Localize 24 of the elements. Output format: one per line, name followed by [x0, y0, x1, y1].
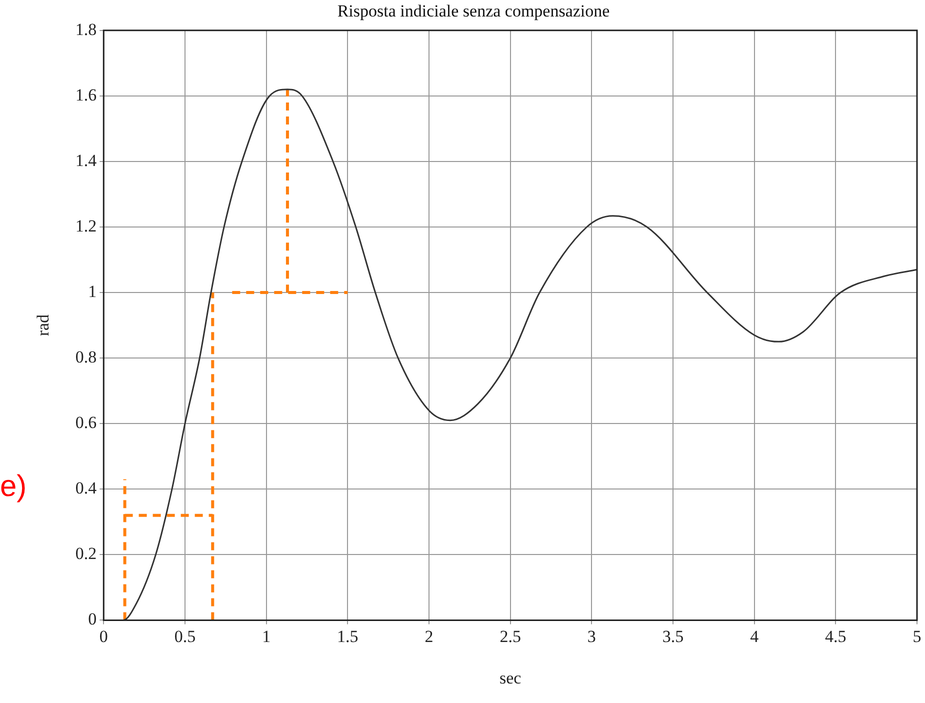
y-tick-label: 0 — [88, 610, 97, 629]
text: e) — [0, 470, 27, 504]
x-tick-label: 1 — [262, 626, 271, 646]
x-tick-label: 4.5 — [825, 626, 846, 646]
x-tick-label: 1.5 — [337, 626, 358, 646]
x-tick-label: 5 — [912, 626, 922, 646]
y-tick-label: 0.2 — [75, 544, 97, 564]
y-tick-label: 1.8 — [75, 20, 97, 39]
y-tick-label: 0.6 — [75, 413, 97, 432]
y-tick-label: 1.6 — [75, 85, 97, 104]
chart-title: Risposta indiciale senza compensazione — [337, 2, 610, 21]
x-tick-label: 0.5 — [174, 626, 196, 646]
y-tick-label: 1.2 — [75, 216, 97, 236]
y-axis-title: rad — [34, 314, 53, 336]
y-tick-label: 0.8 — [75, 348, 97, 367]
y-tick-label: 0.4 — [75, 478, 98, 498]
x-tick-label: 2.5 — [500, 626, 521, 646]
y-tick-label: 1.4 — [75, 150, 98, 170]
y-tick-label: 1 — [88, 282, 97, 301]
x-axis-title: sec — [499, 668, 522, 688]
x-tick-label: 2 — [424, 626, 434, 646]
x-tick-label: 3 — [587, 626, 596, 646]
x-tick-label: 3.5 — [662, 626, 684, 646]
x-tick-label: 4 — [750, 626, 760, 646]
